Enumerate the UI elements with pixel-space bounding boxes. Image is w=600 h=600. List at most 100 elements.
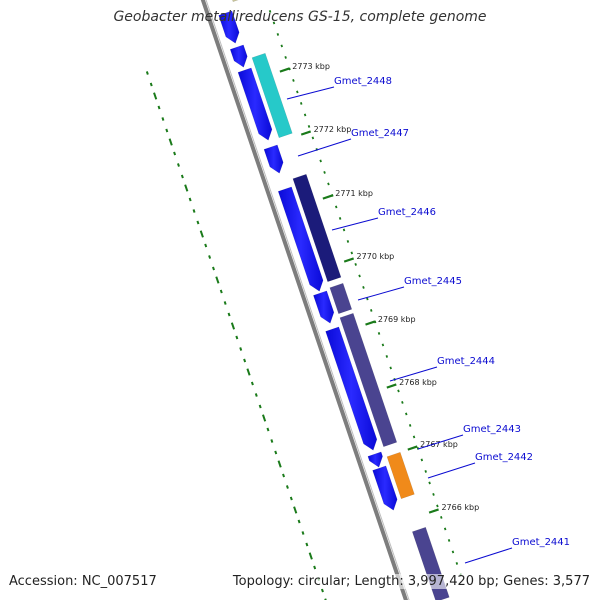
dotted-ring-mark <box>270 439 274 443</box>
gene-label-gmet-2444: Gmet_2444 <box>437 356 495 367</box>
dotted-ring-mark <box>208 255 212 259</box>
dotted-ring-mark <box>377 331 381 335</box>
dotted-ring-mark <box>266 427 270 432</box>
dotted-ring-mark <box>297 519 301 524</box>
dotted-ring-mark <box>405 412 408 416</box>
dotted-ring-mark <box>451 550 455 554</box>
kbp-tick-label: 2766 kbp <box>441 503 479 512</box>
dotted-ring-mark <box>285 485 289 489</box>
kbp-scale: 2773 kbp 2772 kbp 2771 kbp 2770 kbp 2769 kbp… <box>279 62 479 514</box>
dotted-ring-mark <box>319 159 322 163</box>
dotted-ring-mark <box>389 366 392 370</box>
dotted-ring-mark <box>440 515 443 519</box>
gene-label-gmet-2442: Gmet_2442 <box>475 452 533 463</box>
dotted-ring-mark <box>165 128 169 133</box>
kbp-tick-mark <box>300 130 312 136</box>
cds-arrow-cds-forward <box>277 186 324 292</box>
gene-block-slate-purple <box>329 282 353 315</box>
gene-block-slate-purple <box>339 312 398 448</box>
dotted-ring-mark <box>455 561 459 565</box>
dotted-ring-mark <box>212 266 215 271</box>
dotted-ring-mark <box>153 92 158 100</box>
dotted-ring-mark <box>292 78 295 82</box>
dotted-ring-mark <box>268 9 272 13</box>
dotted-ring-mark <box>305 542 309 547</box>
dotted-ring-mark <box>301 531 305 535</box>
dotted-ring-mark <box>296 90 299 94</box>
cds-arrow-cds-forward <box>325 326 378 451</box>
cds-arrow-cds-forward <box>263 144 284 174</box>
dotted-ring-mark <box>161 117 165 121</box>
dotted-ring-mark <box>401 400 404 404</box>
gene-label-gmet-2446: Gmet_2446 <box>378 207 436 218</box>
dotted-ring-mark <box>254 393 258 397</box>
dotted-ring-mark <box>320 588 324 593</box>
backbone-highlight <box>205 0 410 600</box>
dotted-ring-mark <box>219 289 223 294</box>
dotted-ring-mark <box>412 435 416 439</box>
dotted-ring-mark <box>227 312 231 317</box>
kbp-tick-mark <box>365 320 376 326</box>
dotted-ring-mark <box>223 301 227 305</box>
dotted-ring-mark <box>323 170 326 174</box>
dotted-ring-mark <box>235 335 239 340</box>
dotted-ring-mark <box>350 251 354 255</box>
dotted-ring-mark <box>289 496 293 501</box>
genome-backbone <box>200 0 410 600</box>
kbp-tick-mark <box>428 508 439 514</box>
gene-label-gmet-2448: Gmet_2448 <box>334 76 392 87</box>
gene-block-dark-navy <box>292 173 342 283</box>
kbp-tick-label: 2770 kbp <box>357 252 395 261</box>
dotted-ring-mark <box>428 481 431 485</box>
dotted-ring-mark <box>180 174 184 179</box>
gene-label-leader <box>427 462 476 479</box>
kbp-tick-label: 2768 kbp <box>399 378 437 387</box>
kbp-tick-label: 2767 kbp <box>420 440 458 449</box>
genome-summary: Topology: circular; Length: 3,997,420 bp… <box>232 574 590 589</box>
dotted-ring-mark <box>308 552 313 560</box>
dotted-ring-mark <box>274 450 278 455</box>
dotted-ring-mark <box>307 124 311 128</box>
dotted-ring-mark <box>432 492 435 496</box>
dotted-ring-mark <box>436 504 439 508</box>
gene-block-orange <box>386 451 415 500</box>
gene-block-cyan <box>251 52 293 139</box>
dotted-ring-mark <box>408 423 412 427</box>
dotted-ring-mark <box>424 469 427 473</box>
dotted-ring-mark <box>258 404 262 409</box>
dotted-ring-mark <box>168 138 173 146</box>
dotted-ring-mark <box>276 32 280 36</box>
dotted-ring-mark <box>204 243 208 248</box>
gene-label-leader <box>417 434 464 450</box>
kbp-tick-label: 2771 kbp <box>335 189 373 198</box>
dotted-ring-mark <box>358 274 361 278</box>
dotted-ring-mark <box>239 347 243 351</box>
gene-label-gmet-2441: Gmet_2441 <box>512 537 570 548</box>
kbp-tick-label: 2772 kbp <box>314 125 352 134</box>
dotted-ring-mark <box>447 538 451 542</box>
dotted-ring-mark <box>420 458 424 462</box>
kbp-tick-label: 2773 kbp <box>292 62 330 71</box>
dotted-ring-mark <box>342 228 346 232</box>
dotted-ring-mark <box>346 239 350 243</box>
cds-arrow-cds-forward <box>367 451 383 468</box>
dotted-ring-mark <box>299 101 303 105</box>
gene-label-gmet-2445: Gmet_2445 <box>404 276 462 287</box>
map-title: Geobacter metallireducens GS-15, complet… <box>113 9 487 25</box>
kbp-tick-mark <box>407 445 418 451</box>
dotted-ring-mark <box>173 151 177 156</box>
outer-dotted-ring <box>145 9 462 600</box>
dotted-ring-mark <box>293 506 298 514</box>
gene-label-gmet-2443: Gmet_2443 <box>463 424 521 435</box>
dotted-ring-mark <box>243 358 247 363</box>
dotted-ring-mark <box>362 285 365 289</box>
dotted-ring-mark <box>277 460 282 468</box>
dotted-ring-mark <box>366 297 369 301</box>
cds-arrow-cds-forward <box>229 44 248 68</box>
dotted-ring-mark <box>157 105 161 110</box>
dotted-ring-mark <box>262 414 267 422</box>
dotted-ring-mark <box>280 44 284 48</box>
dotted-ring-mark <box>354 262 357 266</box>
